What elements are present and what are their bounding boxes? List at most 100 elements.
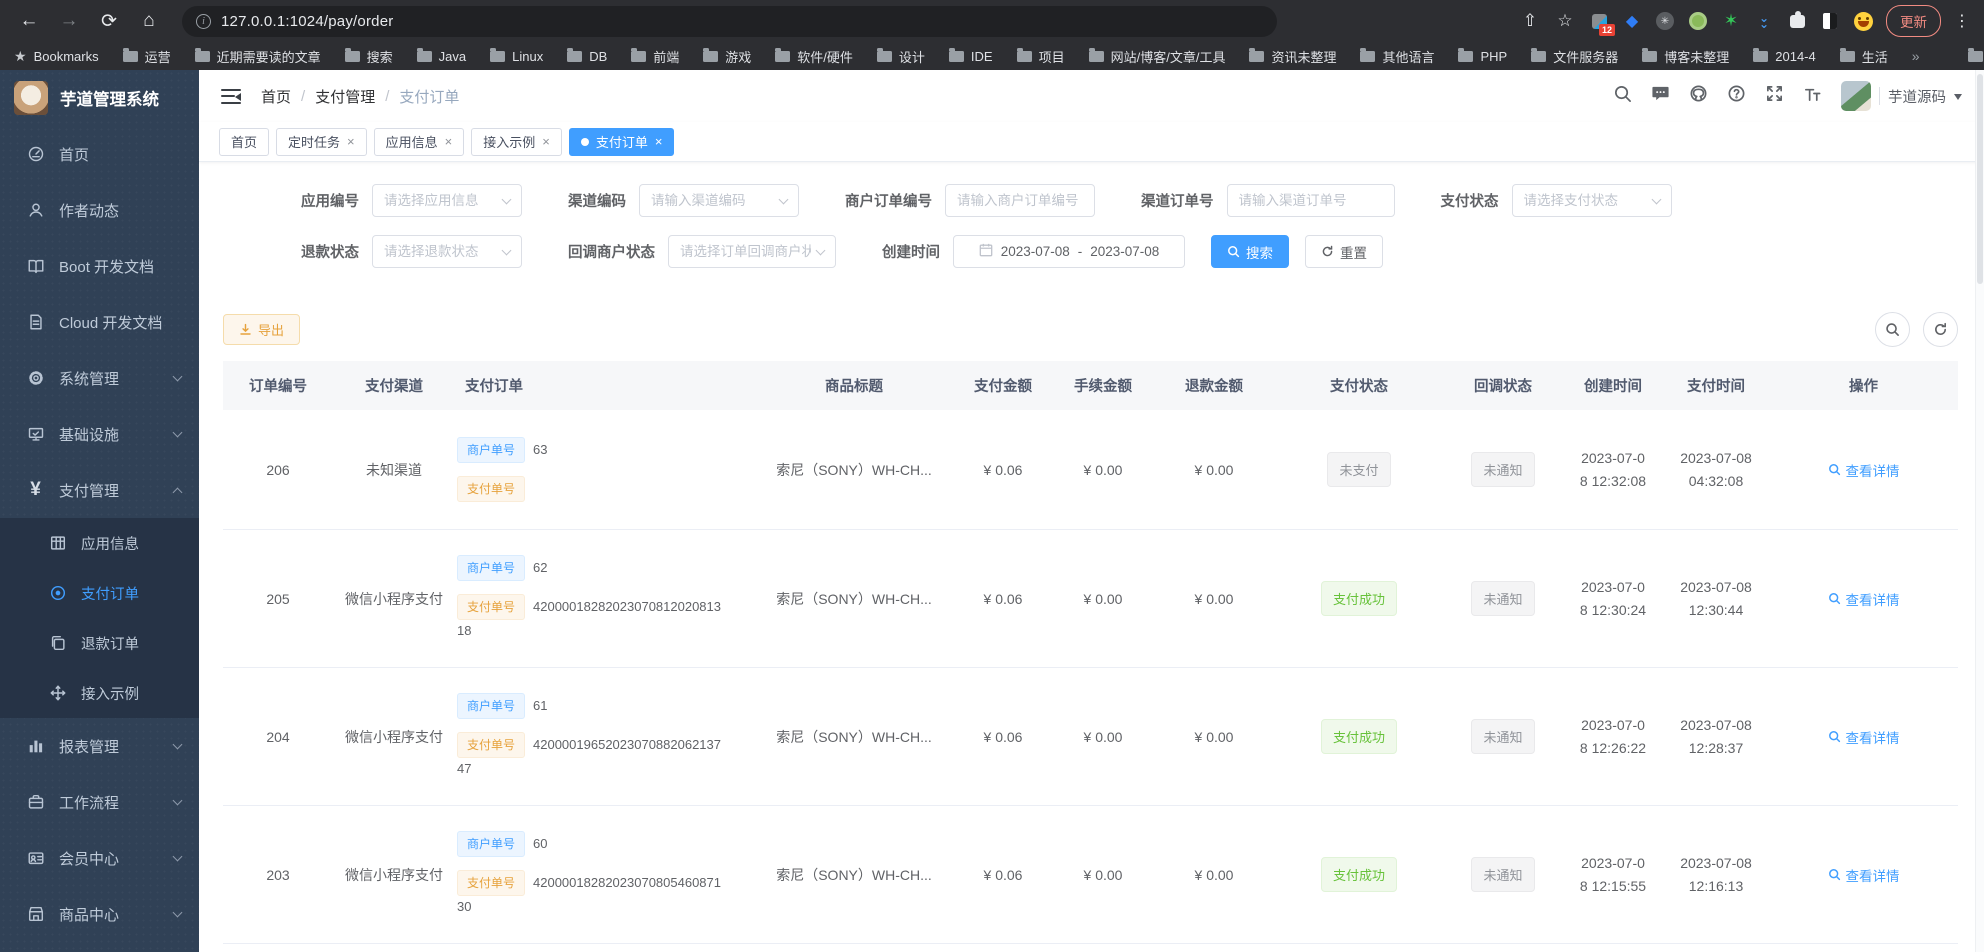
bookmark-star-icon[interactable]: ☆ — [1557, 11, 1573, 30]
app-id-select[interactable] — [372, 184, 522, 217]
bookmark-folder[interactable]: 网站/博客/文章/工具 — [1088, 47, 1225, 66]
channel-order-no-input[interactable] — [1226, 184, 1395, 217]
create-time-range[interactable]: 2023-07-08 - 2023-07-08 — [953, 235, 1185, 268]
sidebar-item-author-news[interactable]: 作者动态 — [0, 182, 199, 238]
bookmark-folder[interactable]: 资讯未整理 — [1249, 47, 1336, 66]
user-menu[interactable]: 芋道源码 — [1841, 81, 1962, 111]
table-refresh-button[interactable] — [1923, 312, 1958, 347]
reset-button[interactable]: 重置 — [1305, 235, 1383, 268]
bookmark-folder[interactable]: 其他语言 — [1360, 47, 1434, 66]
sidebar-item-member-center[interactable]: 会员中心 — [0, 830, 199, 886]
close-icon[interactable]: × — [444, 134, 453, 149]
search-button[interactable]: 搜索 — [1211, 235, 1289, 268]
extension-contrast-icon[interactable] — [1820, 11, 1840, 31]
sidebar-item-home[interactable]: 首页 — [0, 126, 199, 182]
other-bookmarks[interactable]: 其他书签 — [1967, 47, 1984, 66]
sidebar-subitem-payment-order[interactable]: 支付订单 — [0, 568, 199, 618]
extension-drop-icon[interactable]: ◆ — [1625, 13, 1639, 30]
sidebar-item-report-management[interactable]: 报表管理 — [0, 718, 199, 774]
refund-status-select[interactable] — [372, 235, 522, 268]
bookmark-folder[interactable]: 近期需要读的文章 — [194, 47, 321, 66]
bookmark-folder[interactable]: 博客未整理 — [1642, 47, 1729, 66]
app-logo[interactable]: 芋道管理系统 — [0, 70, 199, 126]
sidebar-item-system-management[interactable]: 系统管理 — [0, 350, 199, 406]
view-details-link[interactable]: 查看详情 — [1828, 460, 1900, 480]
bookmark-folder[interactable]: Java — [416, 47, 466, 64]
bookmark-folder[interactable]: 搜索 — [344, 47, 393, 66]
sidebar-subitem-integration-demo[interactable]: 接入示例 — [0, 668, 199, 718]
bookmarks-manager[interactable]: ★ Bookmarks — [14, 47, 99, 64]
close-icon[interactable]: × — [347, 134, 355, 149]
merchant-order-no-input[interactable] — [945, 184, 1095, 217]
payment-status-select[interactable] — [1511, 184, 1672, 217]
sidebar-subitem-app-info[interactable]: 应用信息 — [0, 518, 199, 568]
tab-payment-order[interactable]: 支付订单 × — [568, 127, 675, 156]
url-bar[interactable]: i 127.0.0.1:1024/pay/order — [182, 5, 1277, 37]
scrollbar[interactable] — [1975, 70, 1984, 952]
extension-star-icon[interactable]: ✶ — [1723, 11, 1739, 30]
pagination: 共 4 条 10条/页 ‹ 1 › 前往 页 — [199, 944, 1984, 952]
bookmark-folder[interactable]: 项目 — [1016, 47, 1065, 66]
breadcrumb-home[interactable]: 首页 — [261, 88, 292, 106]
sidebar-item-infrastructure[interactable]: 基础设施 — [0, 406, 199, 462]
share-icon[interactable]: ⇧ — [1522, 11, 1538, 30]
extension-tiles-icon[interactable]: 12 — [1589, 11, 1615, 36]
fullscreen-icon[interactable] — [1765, 84, 1784, 108]
back-button[interactable]: ← — [19, 10, 39, 31]
view-details-link[interactable]: 查看详情 — [1828, 727, 1900, 747]
channel-code-select[interactable] — [639, 184, 799, 217]
browser-menu-kebab-icon[interactable]: ⋮ — [1954, 13, 1970, 30]
bookmark-folder[interactable]: 软件/硬件 — [775, 47, 853, 66]
scrollbar-thumb[interactable] — [1977, 74, 1983, 284]
bookmark-folder[interactable]: 文件服务器 — [1531, 47, 1618, 66]
close-icon[interactable]: × — [542, 134, 550, 149]
extension-chevrons-icon[interactable]: ⌄ ⌄ — [1754, 11, 1774, 31]
bookmark-folder[interactable]: DB — [567, 47, 607, 64]
sidebar-item-product-center[interactable]: 商品中心 — [0, 886, 199, 942]
table-search-button[interactable] — [1875, 312, 1910, 347]
bookmark-folder[interactable]: 运营 — [122, 47, 171, 66]
folder-icon — [876, 47, 892, 62]
tab-integration-demo[interactable]: 接入示例 × — [471, 127, 562, 156]
tab-home[interactable]: 首页 — [219, 127, 270, 156]
export-button[interactable]: 导出 — [223, 314, 301, 345]
message-icon[interactable] — [1651, 84, 1670, 108]
search-icon[interactable] — [1613, 84, 1632, 108]
bookmark-folder[interactable]: IDE — [948, 47, 993, 64]
sidebar-item-workflow[interactable]: 工作流程 — [0, 774, 199, 830]
extension-green-icon[interactable] — [1688, 11, 1708, 31]
help-icon[interactable] — [1727, 84, 1746, 108]
font-size-icon[interactable] — [1803, 84, 1822, 108]
sidebar-item-boot-docs[interactable]: Boot 开发文档 — [0, 238, 199, 294]
sidebar-collapse-icon[interactable] — [221, 88, 241, 104]
bookmark-folder[interactable]: PHP — [1458, 47, 1507, 64]
bookmark-folder[interactable]: 2014-4 — [1753, 47, 1816, 64]
tab-app-info[interactable]: 应用信息 × — [373, 127, 465, 156]
reload-button[interactable]: ⟳ — [101, 10, 117, 32]
bookmark-folder[interactable]: 前端 — [631, 47, 679, 66]
bookmark-folder[interactable]: 生活 — [1839, 47, 1888, 66]
bookmark-folder[interactable]: 设计 — [876, 47, 925, 66]
tab-scheduled-tasks[interactable]: 定时任务 × — [276, 127, 367, 156]
close-icon[interactable]: × — [654, 134, 663, 149]
sidebar-item-cloud-docs[interactable]: Cloud 开发文档 — [0, 294, 199, 350]
bookmark-folder[interactable]: Linux — [490, 47, 543, 64]
callback-status-select[interactable] — [668, 235, 836, 268]
home-button[interactable]: ⌂ — [143, 10, 155, 31]
forward-button[interactable]: → — [59, 10, 79, 31]
update-button[interactable]: 更新 — [1886, 5, 1941, 37]
breadcrumb-payment[interactable]: 支付管理 — [315, 88, 376, 106]
pay-no-tag: 支付单号 — [457, 593, 526, 621]
url-text[interactable]: 127.0.0.1:1024/pay/order — [221, 12, 394, 30]
bookmarks-overflow-chevron[interactable]: » — [1911, 48, 1920, 64]
extension-dark-icon[interactable]: ✳ — [1655, 11, 1675, 31]
sidebar-item-payment-management[interactable]: ¥ 支付管理 — [0, 462, 199, 518]
extension-puzzle-icon[interactable] — [1787, 10, 1807, 31]
extension-emoji-icon[interactable] — [1853, 11, 1873, 31]
view-details-link[interactable]: 查看详情 — [1828, 589, 1900, 609]
sidebar-subitem-refund-order[interactable]: 退款订单 — [0, 618, 199, 668]
bookmark-folder[interactable]: 游戏 — [703, 47, 751, 66]
github-icon[interactable] — [1689, 84, 1708, 108]
view-details-link[interactable]: 查看详情 — [1828, 865, 1900, 885]
site-info-icon[interactable]: i — [196, 13, 211, 29]
